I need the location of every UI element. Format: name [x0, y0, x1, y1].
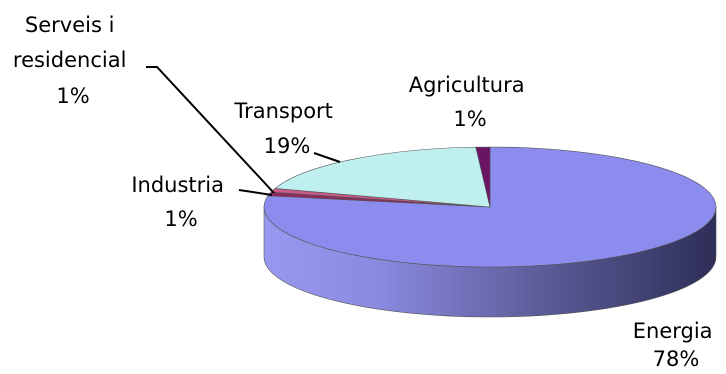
label-agricultura-name: Agricultura	[409, 73, 525, 97]
label-transport-value: 19%	[264, 134, 311, 158]
pie-slice-agricultura	[475, 146, 491, 208]
label-transport: Transport 19%	[233, 99, 339, 158]
label-serveis-value: 1%	[56, 84, 89, 108]
leader-line-transport	[313, 152, 341, 163]
leader-line-industria	[238, 189, 273, 196]
pie-slice-transport	[274, 146, 491, 208]
label-industria-name: Industria	[131, 173, 224, 197]
label-industria-value: 1%	[164, 207, 197, 231]
label-energia-value: 78%	[653, 347, 700, 371]
label-transport-name: Transport	[233, 99, 333, 123]
label-agricultura-value: 1%	[453, 107, 486, 131]
label-industria: Industria 1%	[131, 173, 230, 231]
leader-line-serveis	[146, 66, 275, 194]
label-serveis-name-line1: Serveis i	[25, 13, 115, 37]
label-serveis: Serveis i residencial 1%	[13, 13, 133, 108]
label-energia-name: Energia	[633, 319, 713, 343]
label-energia: Energia 78%	[633, 319, 719, 371]
label-agricultura: Agricultura 1%	[409, 73, 532, 131]
label-serveis-name-line2: residencial	[13, 48, 127, 72]
